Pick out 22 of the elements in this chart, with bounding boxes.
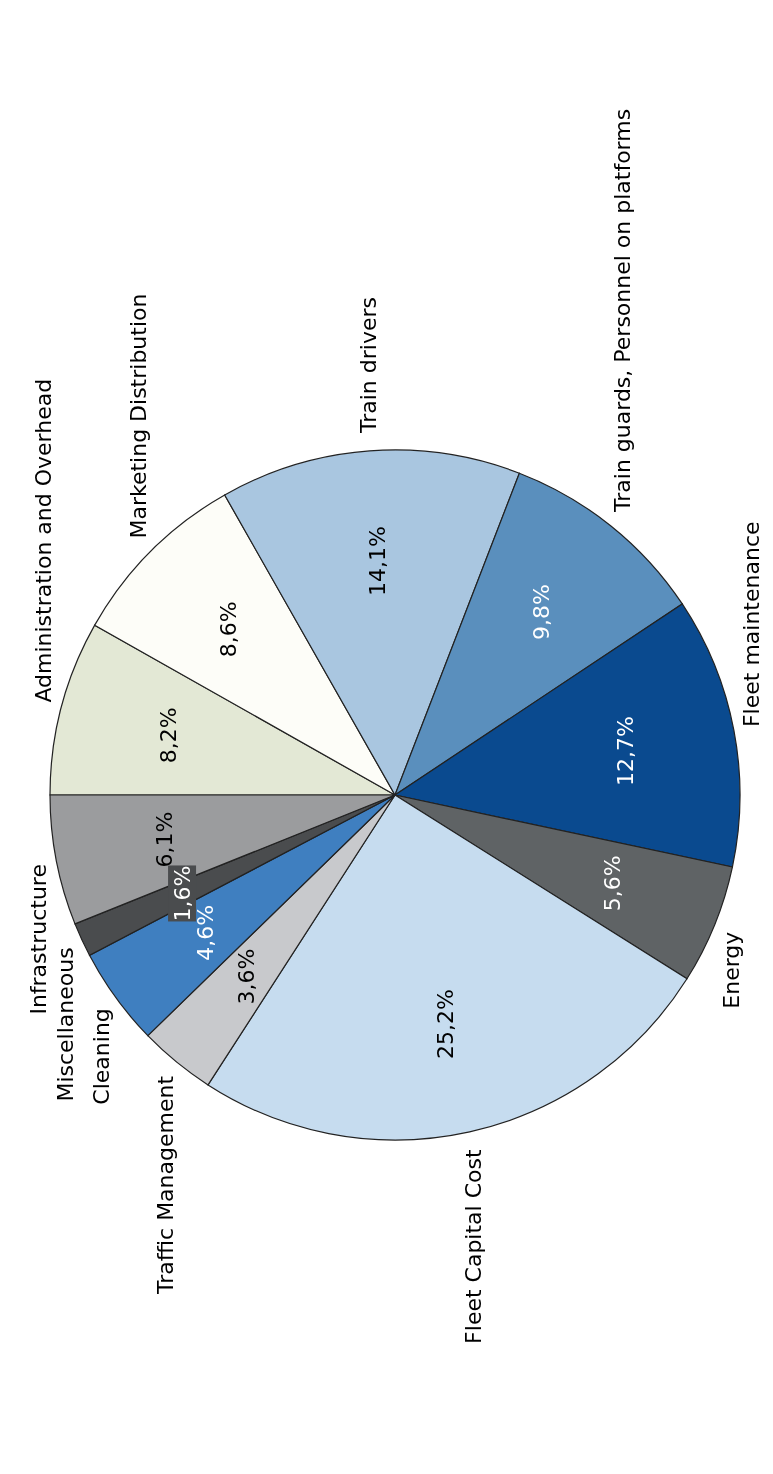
slice-label: Miscellaneous <box>53 947 79 1102</box>
data-label: 25,2% <box>433 989 459 1059</box>
slice-label: Cleaning <box>88 1008 114 1105</box>
slice-label: Fleet maintenance <box>739 521 765 728</box>
data-label: 4,6% <box>192 904 218 961</box>
data-label: 8,6% <box>216 601 242 658</box>
data-label: 9,8% <box>529 584 555 640</box>
data-label: 12,7% <box>612 716 638 787</box>
slice-label: Traffic Management <box>152 1075 178 1295</box>
slice-label: Fleet Capital Cost <box>461 1149 487 1344</box>
slice-label: Energy <box>718 931 744 1009</box>
slice-label: Train drivers <box>355 297 381 434</box>
data-label: 3,6% <box>233 948 259 1005</box>
data-label: 8,2% <box>155 707 181 764</box>
slice-label: Train guards, Personnel on platforms <box>609 108 635 513</box>
data-label: 6,1% <box>152 811 178 868</box>
data-label: 5,6% <box>599 855 625 912</box>
slice-label: Marketing Distribution <box>125 293 151 539</box>
slice-label: Administration and Overhead <box>31 378 57 703</box>
data-label: 14,1% <box>365 526 391 596</box>
data-label: 1,6% <box>169 865 195 922</box>
slice-label: Infrastructure <box>26 864 52 1015</box>
